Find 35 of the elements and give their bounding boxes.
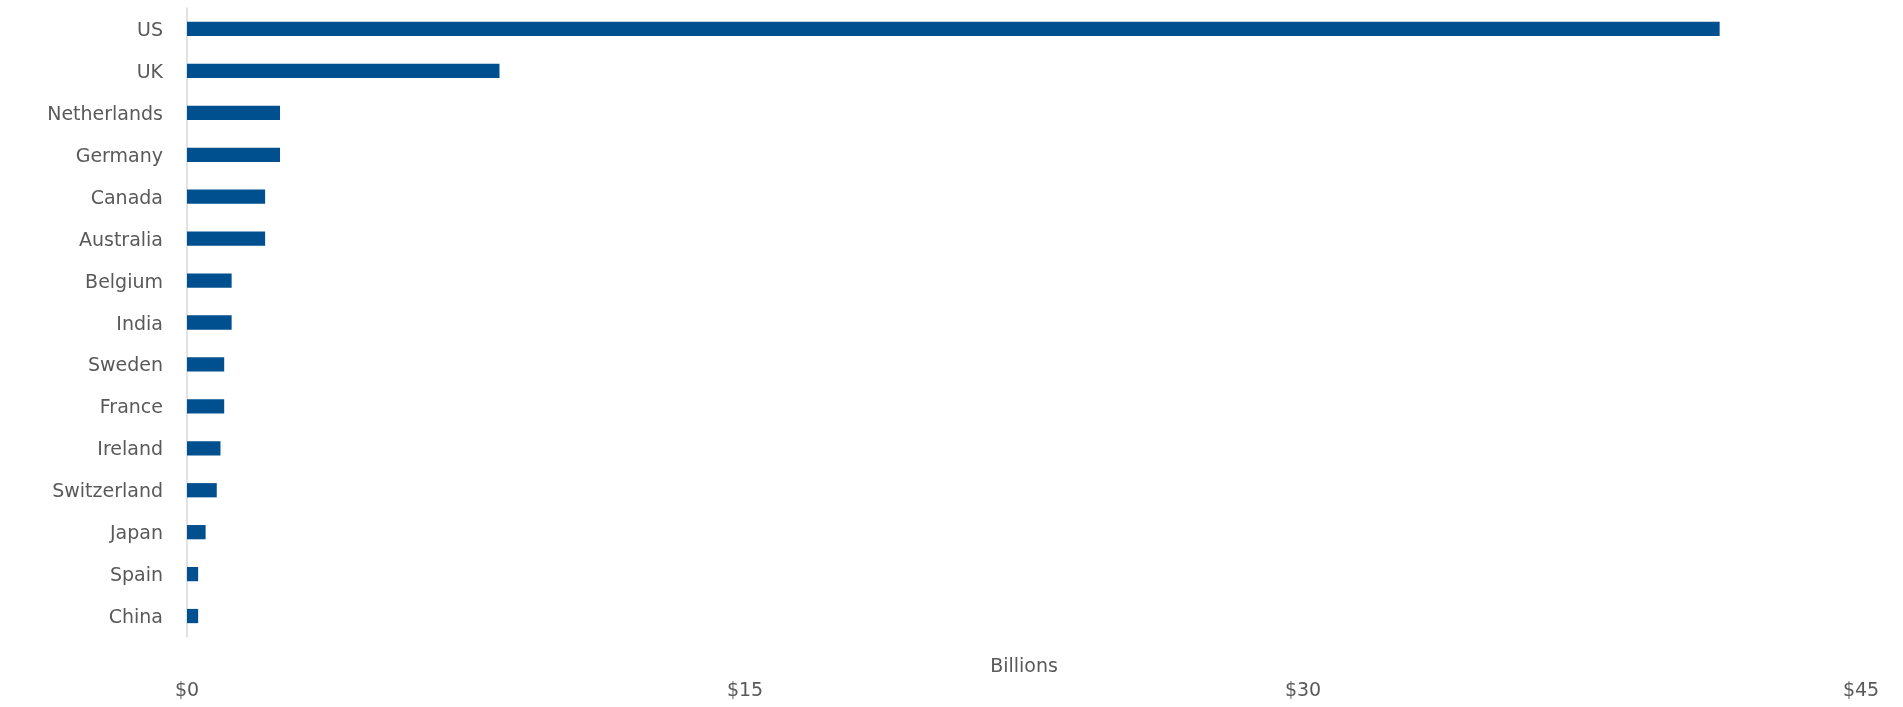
x-tick-label: $30 (1284, 677, 1322, 700)
bar (187, 566, 199, 582)
y-tick-label: France (99, 395, 163, 418)
x-axis-title: Billions (990, 653, 1058, 676)
y-tick-label: Switzerland (52, 479, 163, 502)
y-tick-label: India (116, 311, 163, 334)
bar (187, 63, 500, 79)
bar (187, 231, 266, 246)
bar (187, 399, 225, 414)
y-tick-label: China (108, 605, 163, 628)
bar (187, 608, 199, 624)
y-tick-label: Ireland (97, 437, 163, 460)
y-tick-label: Sweden (87, 353, 163, 376)
x-tick-label: $0 (174, 677, 200, 700)
bar (187, 189, 266, 204)
bar (187, 273, 232, 288)
y-tick-label: Germany (75, 143, 163, 166)
y-tick-label: US (137, 17, 163, 40)
y-tick-label: Japan (109, 521, 163, 544)
bar (187, 441, 221, 456)
y-tick-label: Canada (90, 185, 163, 208)
bar (187, 105, 280, 120)
bar (187, 525, 206, 540)
x-tick-label: $15 (726, 677, 764, 700)
y-tick-label: Australia (78, 227, 163, 250)
x-tick-label: $45 (1842, 677, 1880, 700)
y-tick-label: Netherlands (47, 101, 163, 124)
bar (187, 21, 1720, 37)
bar (187, 147, 280, 162)
y-tick-label: UK (136, 59, 164, 82)
bar (187, 483, 217, 498)
y-tick-label: Spain (109, 563, 163, 586)
bar (187, 357, 225, 372)
y-tick-label: Belgium (85, 269, 163, 292)
bar (187, 315, 232, 330)
